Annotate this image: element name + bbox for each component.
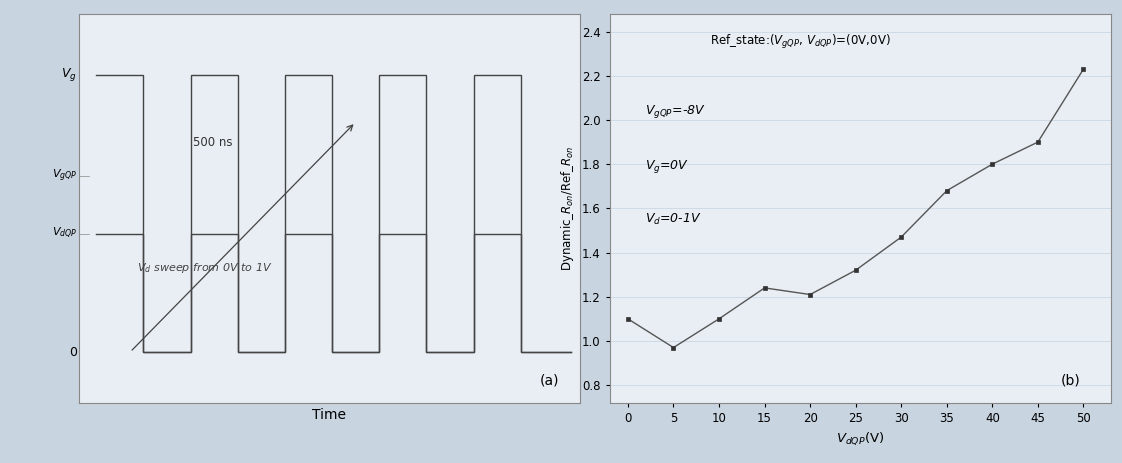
Text: $V_g$: $V_g$ [62, 66, 77, 83]
Text: $V_{dQP}$: $V_{dQP}$ [52, 226, 77, 241]
Y-axis label: Dynamic_$R_{on}$/Ref_$R_{on}$: Dynamic_$R_{on}$/Ref_$R_{on}$ [560, 146, 577, 271]
Text: (b): (b) [1061, 373, 1080, 387]
Text: (a): (a) [540, 373, 560, 387]
X-axis label: Time: Time [312, 408, 346, 422]
Text: $V_{gQP}$=-8V: $V_{gQP}$=-8V [645, 103, 706, 120]
Text: $V_d$ sweep from 0V to 1V: $V_d$ sweep from 0V to 1V [138, 261, 273, 275]
Text: 500 ns: 500 ns [193, 136, 233, 149]
Text: 0: 0 [70, 345, 77, 358]
X-axis label: $V_{dQP}$(V): $V_{dQP}$(V) [836, 431, 884, 447]
Text: $V_d$=0-1V: $V_d$=0-1V [645, 212, 701, 227]
Text: $V_g$=0V: $V_g$=0V [645, 158, 689, 175]
Text: $V_{gQP}$: $V_{gQP}$ [52, 168, 77, 184]
Text: Ref_state:($V_{gQP}$, $V_{dQP}$)=(0V,0V): Ref_state:($V_{gQP}$, $V_{dQP}$)=(0V,0V) [710, 33, 891, 51]
